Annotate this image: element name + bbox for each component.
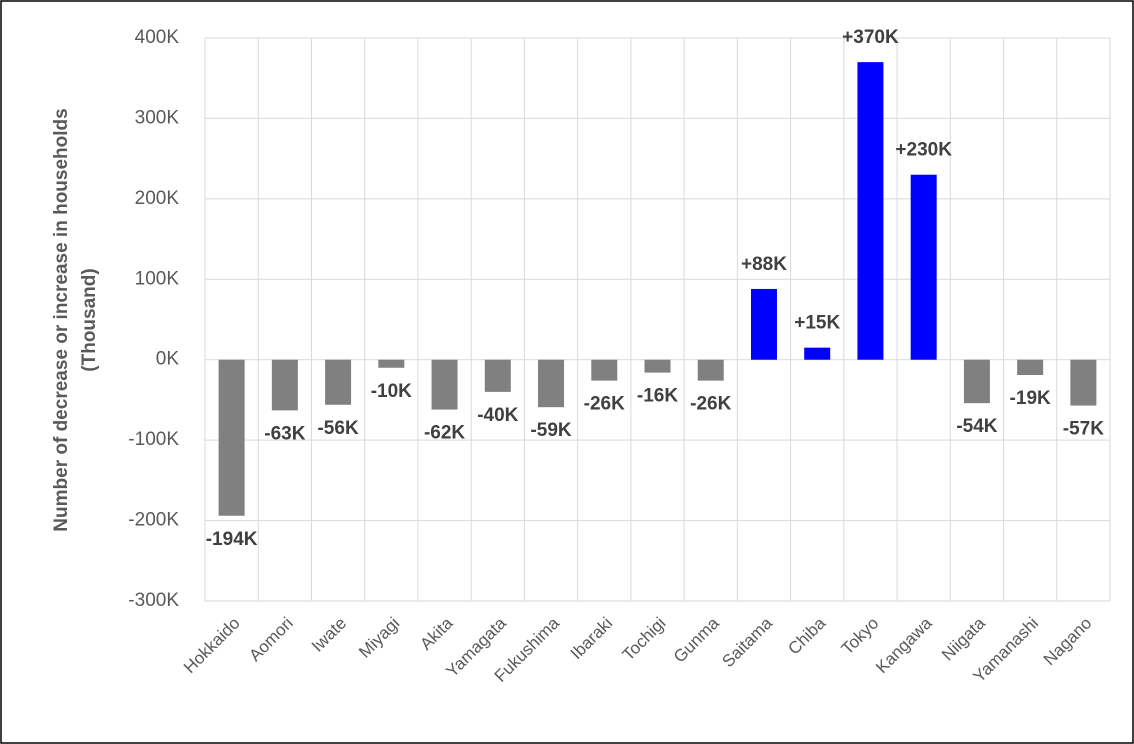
data-label: -54K (956, 416, 997, 437)
bar (750, 288, 777, 360)
data-label: -56K (317, 418, 358, 439)
bar (538, 359, 565, 408)
bar (431, 359, 458, 410)
data-label: -59K (530, 420, 571, 441)
data-label: -63K (264, 423, 305, 444)
data-label: -26K (690, 394, 731, 415)
bar (484, 359, 511, 392)
data-label: +88K (741, 254, 787, 275)
data-label: +15K (794, 313, 840, 334)
y-axis-title: Number of decrease or increase in househ… (51, 108, 100, 531)
data-label: -26K (584, 394, 625, 415)
bar (378, 359, 405, 368)
y-axis-title-line: Number of decrease or increase in househ… (51, 108, 72, 531)
y-tick-label: 0K (156, 349, 180, 370)
data-label: -40K (477, 405, 518, 426)
data-label: -194K (206, 529, 258, 550)
bar (325, 359, 352, 405)
data-label: +370K (842, 27, 899, 48)
bar (1017, 359, 1044, 375)
bar (1070, 359, 1097, 406)
bar (697, 359, 724, 381)
bar (218, 359, 245, 516)
bar (857, 62, 884, 360)
data-label: -16K (637, 386, 678, 407)
data-label: -62K (424, 423, 465, 444)
data-label: -10K (371, 381, 412, 402)
data-label: -57K (1063, 419, 1104, 440)
bar (271, 359, 298, 411)
y-tick-label: 400K (135, 27, 180, 48)
bar (963, 359, 990, 404)
y-tick-label: -300K (128, 590, 179, 611)
bar (644, 359, 671, 373)
bar (591, 359, 618, 381)
bar (910, 174, 937, 360)
y-tick-label: 200K (135, 188, 180, 209)
y-tick-label: -100K (128, 429, 179, 450)
bar (804, 347, 831, 360)
y-axis-title-line: (Thousand) (79, 268, 100, 371)
data-label: +230K (895, 140, 952, 161)
y-tick-label: 300K (135, 107, 180, 128)
y-tick-label: 100K (135, 268, 180, 289)
data-label: -19K (1010, 388, 1051, 409)
y-tick-label: -200K (128, 510, 179, 531)
